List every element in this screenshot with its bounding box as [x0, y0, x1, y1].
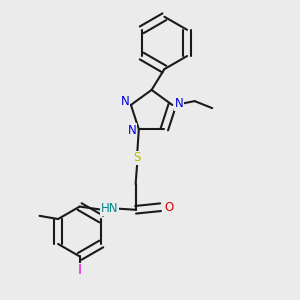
- Text: N: N: [175, 98, 184, 110]
- Text: N: N: [128, 124, 136, 137]
- Text: S: S: [134, 152, 141, 164]
- Text: N: N: [121, 95, 130, 108]
- Text: HN: HN: [101, 202, 118, 215]
- Text: I: I: [78, 263, 82, 278]
- Text: O: O: [164, 201, 173, 214]
